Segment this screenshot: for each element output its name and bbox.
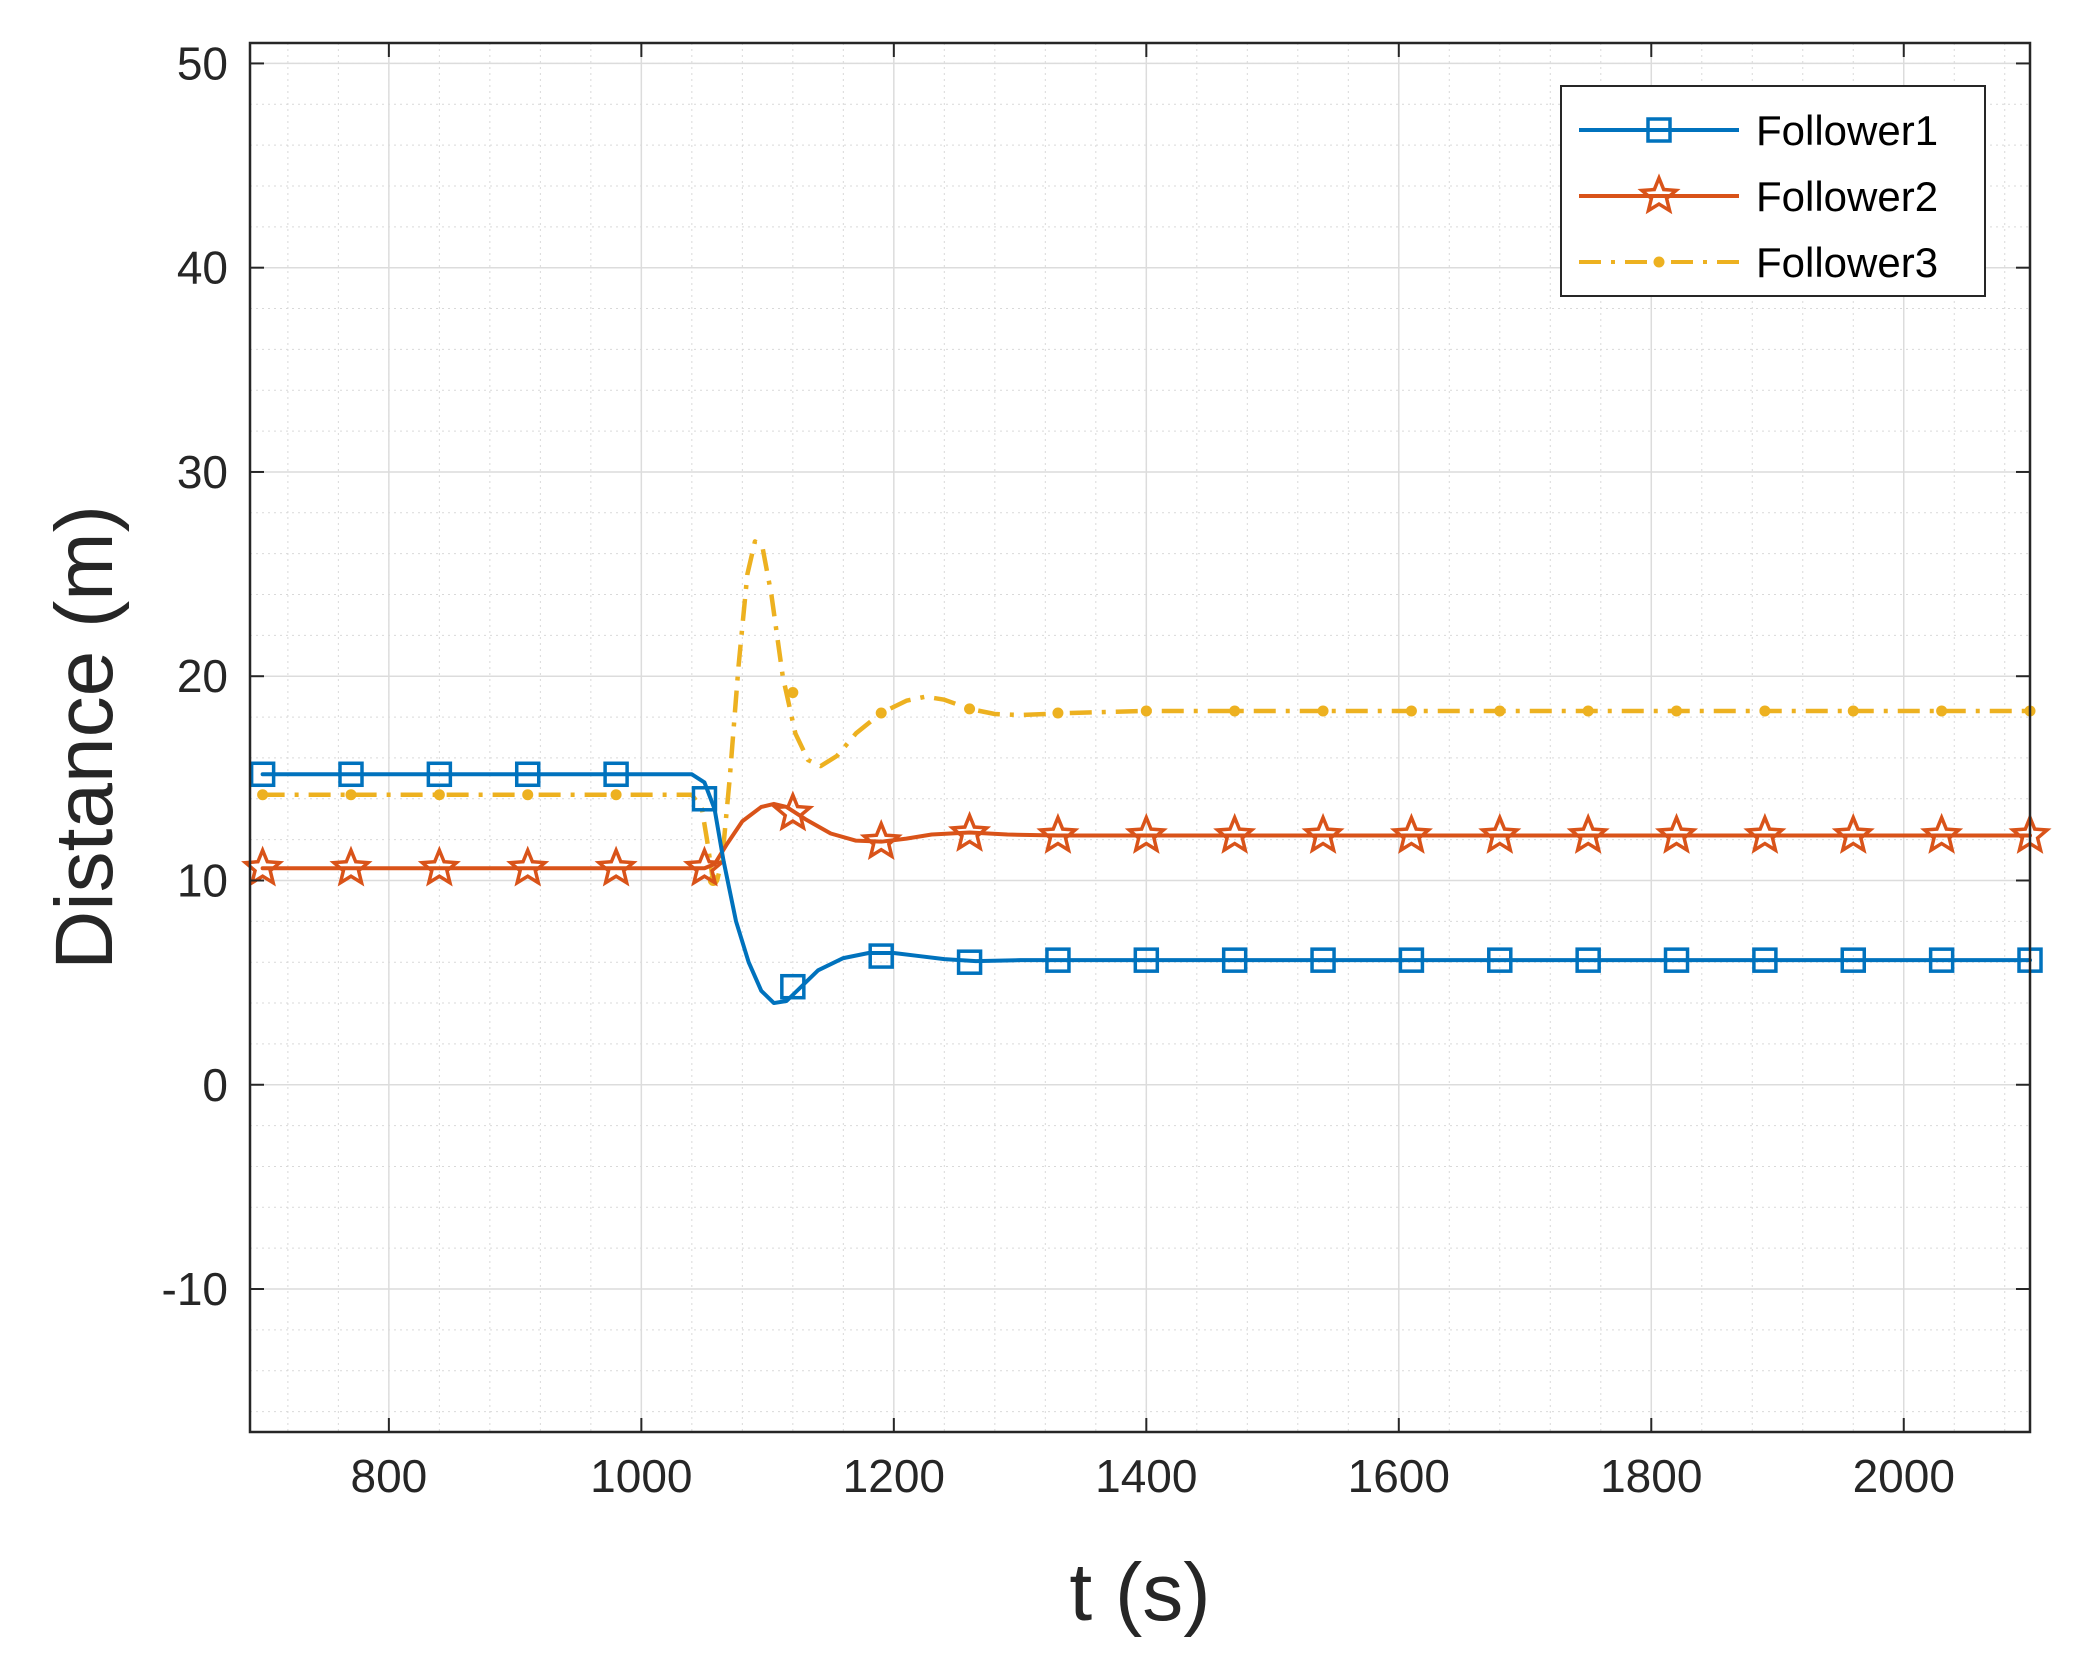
data-point-star bbox=[329, 845, 373, 887]
data-point-star bbox=[1920, 812, 1964, 854]
y-tick-label: 30 bbox=[177, 446, 228, 498]
data-point-square bbox=[1840, 947, 1867, 973]
data-point-square bbox=[514, 761, 541, 788]
series-line bbox=[260, 772, 2032, 1006]
x-tick-label: 1200 bbox=[843, 1450, 945, 1502]
data-point-square bbox=[1663, 947, 1690, 973]
data-point-dot bbox=[1653, 256, 1665, 268]
series-layer bbox=[241, 539, 2052, 1006]
data-point-dot bbox=[1759, 705, 1771, 717]
data-point-square bbox=[868, 943, 894, 969]
y-tick-label: 20 bbox=[177, 650, 228, 702]
series-follower2 bbox=[241, 790, 2052, 887]
y-axis-label: Distance (m) bbox=[39, 505, 130, 970]
data-point-square bbox=[426, 761, 453, 788]
data-point-star bbox=[771, 790, 815, 832]
data-point-square bbox=[249, 761, 276, 788]
legend-item-follower1: Follower1 bbox=[1579, 107, 1938, 154]
data-point-dot bbox=[964, 703, 976, 715]
x-tick-label: 1600 bbox=[1348, 1450, 1450, 1502]
data-point-dot bbox=[1847, 705, 1859, 717]
data-point-star bbox=[506, 845, 550, 887]
axes-box bbox=[248, 41, 2032, 1434]
y-tick-label: 10 bbox=[177, 854, 228, 906]
legend-item-follower3: Follower3 bbox=[1579, 239, 1938, 286]
data-point-square bbox=[1133, 947, 1160, 973]
y-tick-label: 40 bbox=[177, 242, 228, 294]
data-point-dot bbox=[610, 789, 622, 801]
y-tick-label: 0 bbox=[202, 1059, 228, 1111]
data-point-star bbox=[1389, 812, 1433, 854]
data-point-star bbox=[1831, 812, 1875, 854]
x-tick-label: 2000 bbox=[1853, 1450, 1955, 1502]
data-point-dot bbox=[1317, 705, 1329, 717]
data-point-star bbox=[1743, 812, 1787, 854]
data-point-square bbox=[780, 973, 806, 1000]
data-point-square bbox=[603, 761, 629, 788]
data-point-dot bbox=[345, 789, 357, 801]
x-tick-label: 1000 bbox=[590, 1450, 692, 1502]
data-point-star bbox=[1478, 812, 1522, 854]
data-point-dot bbox=[1494, 705, 1506, 717]
y-tick-label: -10 bbox=[162, 1263, 228, 1315]
data-point-star bbox=[594, 845, 638, 887]
data-point-star bbox=[1036, 812, 1080, 854]
legend-label: Follower2 bbox=[1756, 173, 1938, 220]
data-point-star bbox=[1301, 812, 1345, 854]
major-grid bbox=[250, 43, 2030, 1432]
data-point-square bbox=[1310, 947, 1336, 973]
data-point-dot bbox=[1229, 705, 1241, 717]
legend: Follower1 Follower2 Follower3 bbox=[1560, 85, 1986, 297]
series-follower1 bbox=[249, 761, 2043, 1006]
data-point-dot bbox=[433, 789, 445, 801]
data-point-square bbox=[1646, 117, 1672, 143]
data-point-dot bbox=[1405, 705, 1417, 717]
legend-label: Follower3 bbox=[1756, 239, 1938, 286]
data-point-dot bbox=[522, 789, 534, 801]
data-point-dot bbox=[1052, 707, 1064, 719]
data-point-star bbox=[1637, 173, 1681, 215]
data-point-square bbox=[691, 786, 718, 812]
legend-item-follower2: Follower2 bbox=[1579, 173, 1938, 220]
data-point-dot bbox=[257, 789, 269, 801]
data-point-star bbox=[682, 845, 726, 887]
data-point-dot bbox=[1671, 705, 1683, 717]
data-point-square bbox=[1045, 947, 1071, 973]
data-point-dot bbox=[787, 687, 799, 699]
data-point-star bbox=[1213, 812, 1257, 854]
data-point-square bbox=[956, 949, 983, 975]
x-tick-label: 800 bbox=[350, 1450, 427, 1502]
data-point-dot bbox=[1936, 705, 1948, 717]
x-axis-label: t (s) bbox=[1069, 1547, 1210, 1638]
data-point-dot bbox=[875, 707, 887, 719]
x-tick-label: 1400 bbox=[1095, 1450, 1197, 1502]
series-line bbox=[260, 801, 2032, 871]
data-point-square bbox=[1575, 947, 1601, 973]
data-point-square bbox=[1487, 947, 1513, 973]
data-point-star bbox=[1655, 812, 1699, 854]
data-point-star bbox=[1566, 812, 1610, 854]
data-point-square bbox=[1221, 947, 1248, 973]
data-point-dot bbox=[1582, 705, 1594, 717]
data-point-square bbox=[1928, 947, 1955, 973]
data-point-star bbox=[1124, 812, 1168, 854]
data-point-dot bbox=[1140, 705, 1152, 717]
data-point-star bbox=[417, 845, 461, 887]
x-tick-label: 1800 bbox=[1600, 1450, 1702, 1502]
data-point-star bbox=[948, 810, 992, 852]
y-tick-label: 50 bbox=[177, 37, 228, 89]
data-point-star bbox=[859, 819, 903, 860]
legend-label: Follower1 bbox=[1756, 107, 1938, 154]
tick-marks bbox=[250, 43, 2030, 1432]
data-point-square bbox=[1752, 947, 1778, 973]
data-point-square bbox=[1398, 947, 1425, 973]
data-point-square bbox=[338, 761, 364, 788]
tick-labels: 800 1000 1200 1400 1600 1800 2000 -10 0 10 20 30 40 5… bbox=[162, 37, 1955, 1502]
